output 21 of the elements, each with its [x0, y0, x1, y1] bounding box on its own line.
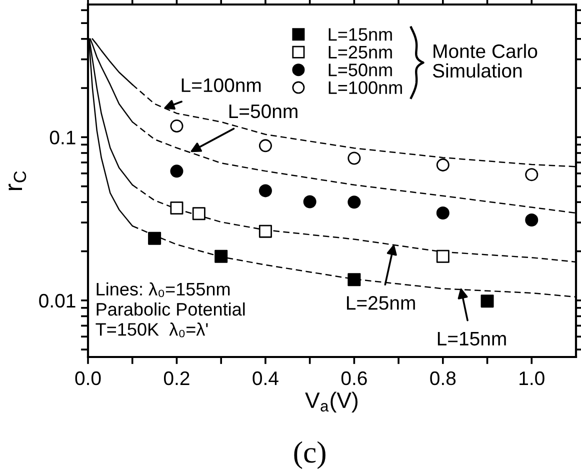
text: (c) — [294, 441, 326, 469]
x-axis-title: V$_{a}$(V) — [305, 392, 358, 412]
y-axis-title: r$_{C}$ — [8, 171, 26, 190]
annotation: L=100nm — [182, 78, 261, 92]
y-tick-label: 0.1 — [50, 130, 76, 144]
annotation: Lines: λ₀=155nm Parabolic Potential T=150K λ₀=λ' — [96, 282, 245, 338]
annotation: L=50nm — [229, 104, 298, 118]
legend-label: L=15nm — [328, 28, 392, 41]
x-tick-label: 0.8 — [430, 371, 456, 386]
legend-label: L=25nm — [328, 46, 392, 59]
x-tick-label: 0.6 — [341, 371, 367, 386]
annotation: L=15nm — [438, 332, 506, 346]
y-tick-label: 0.01 — [39, 294, 76, 308]
legend-label: L=50nm — [328, 64, 392, 76]
x-tick-label: 1.0 — [520, 371, 544, 386]
legend-label: L=100nm — [328, 81, 402, 94]
x-tick-label: 0.0 — [75, 371, 101, 386]
x-tick-label: 0.4 — [252, 371, 278, 386]
annotation: Monte Carlo Simulation — [432, 44, 538, 78]
x-tick-label: 0.2 — [164, 371, 190, 386]
annotation: L=25nm — [346, 296, 415, 310]
